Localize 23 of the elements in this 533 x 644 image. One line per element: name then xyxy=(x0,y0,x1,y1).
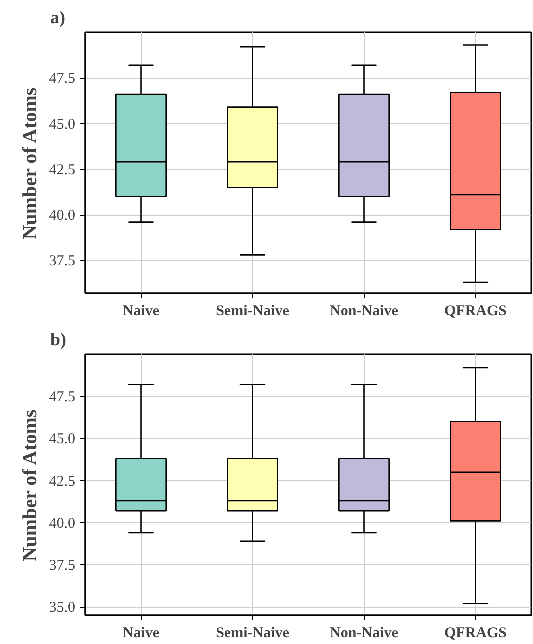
y-tick-label: 45.0 xyxy=(49,116,76,133)
y-tick-label: 47.5 xyxy=(49,390,76,406)
y-tick-label: 37.5 xyxy=(49,558,76,574)
x-tick-label: QFRAGS xyxy=(444,304,508,320)
x-tick-label: Naive xyxy=(122,626,160,642)
y-tick-label: 40.0 xyxy=(49,516,76,532)
y-tick-label: 35.0 xyxy=(49,600,76,616)
y-tick-label: 47.5 xyxy=(49,71,76,88)
y-tick-label: 42.5 xyxy=(49,162,76,178)
y-tick-label: 42.5 xyxy=(49,474,76,490)
y-tick-label: 40.0 xyxy=(49,208,76,224)
y-tick-label: 45.0 xyxy=(49,432,76,448)
chart-title: b) xyxy=(50,330,67,350)
x-tick-label: Non-Naive xyxy=(330,626,399,642)
y-tick-label: 37.5 xyxy=(49,254,76,270)
x-tick-label: Naive xyxy=(122,304,160,320)
x-tick-label: Semi-Naive xyxy=(216,304,290,320)
chart-title: a) xyxy=(50,8,66,28)
x-tick-label: Semi-Naive xyxy=(216,626,290,642)
y-axis-title: Number of Atoms xyxy=(19,88,42,240)
y-axis-title: Number of Atoms xyxy=(19,410,42,562)
x-tick-label: QFRAGS xyxy=(444,626,508,642)
x-tick-label: Non-Naive xyxy=(330,304,399,320)
